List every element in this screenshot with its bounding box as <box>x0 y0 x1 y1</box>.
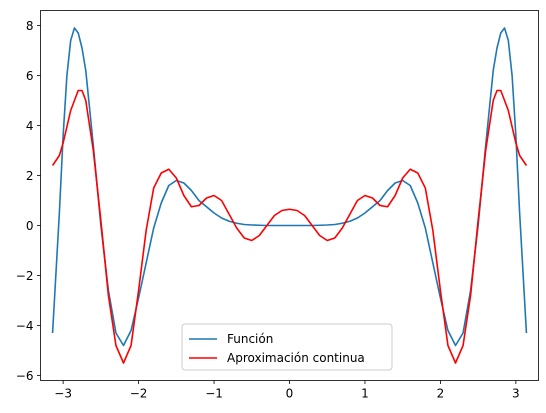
x-tick-label: −1 <box>205 387 223 401</box>
y-tick-label: 8 <box>26 19 34 33</box>
x-tick-label: −3 <box>54 387 72 401</box>
legend-label-funcion: Función <box>227 332 273 346</box>
y-tick-label: 6 <box>26 69 34 83</box>
legend: Función Aproximación continua <box>181 323 393 371</box>
y-tick-label: 2 <box>26 169 34 183</box>
y-tick-label: −4 <box>16 319 34 333</box>
x-axis: −3 −2 −1 0 1 2 3 <box>54 380 520 401</box>
x-tick-label: 0 <box>286 387 294 401</box>
x-tick-label: 2 <box>437 387 445 401</box>
y-tick-label: 4 <box>26 119 34 133</box>
series-line-0 <box>51 27 528 347</box>
y-tick-label: 0 <box>26 219 34 233</box>
legend-label-aproximacion: Aproximación continua <box>227 351 365 365</box>
x-tick-label: 1 <box>361 387 369 401</box>
y-axis: −6 −4 −2 0 2 4 6 8 <box>16 19 41 383</box>
x-tick-label: 3 <box>512 387 520 401</box>
legend-box <box>181 323 393 371</box>
series-line-1 <box>51 89 528 364</box>
x-tick-label: −2 <box>130 387 148 401</box>
series-layer <box>51 27 528 364</box>
y-tick-label: −6 <box>16 369 34 383</box>
y-tick-label: −2 <box>16 269 34 283</box>
